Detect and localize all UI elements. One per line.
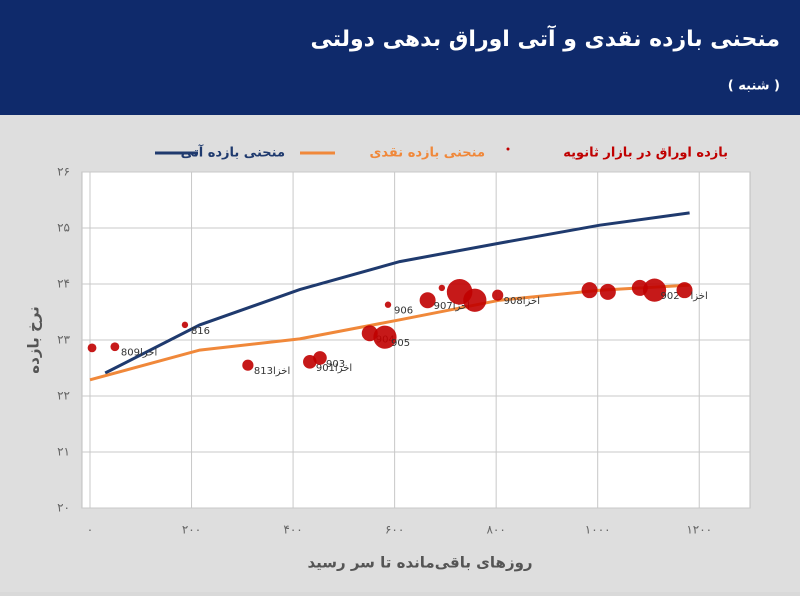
y-axis-title: نرخ بازده: [25, 306, 43, 373]
legend-swatch: [506, 147, 510, 151]
y-tick-label: ۲۱: [57, 445, 70, 459]
legend-label: منحنی بازده نقدی: [370, 146, 486, 161]
bubble: [242, 359, 254, 371]
point-label: اخزا901: [316, 363, 352, 374]
point-label: 906: [394, 306, 413, 317]
x-tick-label: ۶۰۰: [385, 523, 404, 537]
bubble: [581, 282, 598, 299]
x-tick-label: ۸۰۰: [486, 523, 505, 537]
bubble: [463, 288, 487, 312]
y-tick-label: ۲۵: [57, 221, 70, 235]
chart-subtitle: ( شنبه ): [728, 79, 780, 94]
x-tick-label: ۱۲۰۰: [686, 523, 712, 537]
legend-label: منحنی بازده آتی: [181, 144, 285, 161]
bubble: [313, 351, 327, 365]
curve: [104, 211, 690, 375]
header-band: [0, 0, 800, 115]
curve: [89, 283, 690, 382]
x-tick-label: ۴۰۰: [283, 523, 302, 537]
bubble: [110, 342, 120, 352]
y-tick-label: ۲۰: [57, 501, 70, 515]
bubble: [373, 325, 397, 349]
y-tick-label: ۲۴: [57, 277, 70, 291]
bubble: [492, 289, 504, 301]
point-label: اخزا908: [504, 296, 540, 307]
bubble: [642, 278, 667, 302]
bubble: [181, 321, 189, 329]
bubble: [87, 343, 97, 353]
point-label: اخزا813: [254, 366, 290, 377]
chart-title: منحنی بازده نقدی و آتی اوراق بدهی دولتی: [310, 24, 780, 52]
bubble: [438, 284, 446, 292]
point-label: اخزا809: [121, 348, 157, 359]
y-tick-label: ۲۶: [57, 165, 70, 179]
bubble: [419, 292, 436, 309]
point-label: 902: [661, 291, 680, 302]
point-label: 905: [391, 338, 410, 349]
x-tick-label: ۱۰۰۰: [585, 523, 611, 537]
bubble: [676, 282, 693, 299]
point-label: 903: [326, 359, 345, 370]
legend-label: بازده اوراق در بازار ثانویه: [563, 146, 728, 161]
point-label: اخزا907: [434, 301, 470, 312]
x-tick-label: ۰: [87, 523, 93, 537]
point-label: اخزا: [691, 291, 708, 302]
x-axis-title: روزهای باقی‌مانده تا سر رسید: [307, 554, 532, 572]
bubble: [599, 283, 616, 300]
y-tick-label: ۲۳: [57, 333, 70, 347]
point-label: 816: [191, 326, 210, 337]
x-tick-label: ۲۰۰: [182, 523, 201, 537]
y-tick-label: ۲۲: [57, 389, 70, 403]
bubble: [384, 301, 392, 308]
